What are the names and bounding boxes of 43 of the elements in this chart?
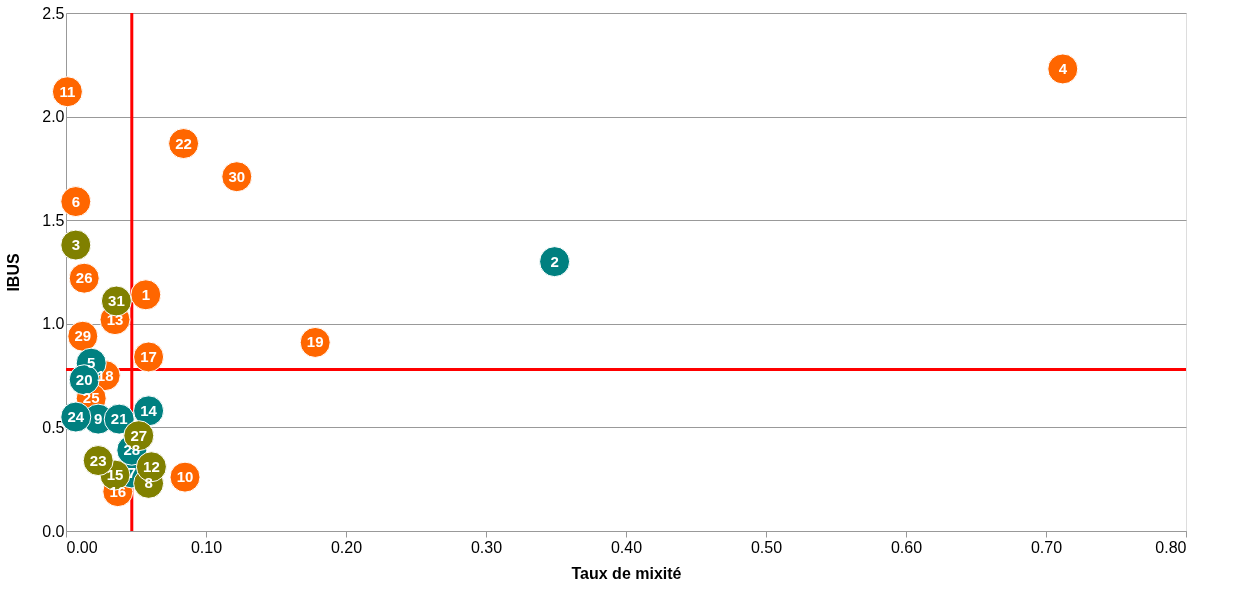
annotation: 6 (71, 192, 80, 210)
annotation: 16 (109, 482, 127, 500)
annotation: 22 (175, 134, 192, 152)
x-tick-label: 0.50 (750, 538, 783, 556)
x-tick-label: 0.70 (1030, 538, 1063, 556)
x-tick-label: 0.60 (890, 538, 923, 556)
annotation: 13 (106, 310, 124, 328)
annotation: 29 (74, 327, 92, 345)
annotation: 19 (306, 333, 324, 351)
annotation: 27 (130, 426, 148, 444)
annotation: 14 (140, 401, 158, 419)
annotation: 26 (75, 269, 93, 287)
annotation: 9 (94, 410, 103, 428)
x-tick-label: 0.30 (470, 538, 503, 556)
y-tick-label: 0.5 (42, 418, 65, 436)
y-tick-label: 2.0 (42, 108, 65, 126)
annotation: 21 (110, 410, 128, 428)
y-axis-title: IBUS (5, 253, 23, 292)
y-tick-label: 0.0 (42, 522, 65, 540)
x-axis-title: Taux de mixité (571, 564, 682, 582)
annotation: 4 (1058, 59, 1068, 77)
annotation: 15 (106, 466, 124, 484)
y-tick-label: 2.5 (42, 4, 65, 22)
x-tick-label: 0.10 (190, 538, 223, 556)
annotation: 11 (59, 82, 76, 100)
annotation: 3 (71, 236, 80, 254)
annotation: 12 (143, 457, 160, 475)
annotation: 25 (82, 389, 100, 407)
x-tick-label: 0.20 (330, 538, 363, 556)
annotation: 1 (141, 285, 150, 303)
annotation: 23 (89, 451, 107, 469)
x-tick-label: 0.80 (1155, 538, 1187, 556)
y-tick-label: 1.5 (42, 211, 65, 229)
annotation: 31 (108, 292, 125, 310)
annotation: 17 (140, 347, 157, 365)
x-tick-label: 0.00 (66, 538, 98, 556)
y-tick-label: 1.0 (42, 315, 65, 333)
annotation: 10 (176, 468, 194, 486)
annotation: 24 (67, 408, 85, 426)
x-tick-label: 0.40 (610, 538, 643, 556)
annotation: 2 (550, 252, 559, 270)
annotation: 30 (228, 167, 246, 185)
annotation: 20 (75, 370, 93, 388)
